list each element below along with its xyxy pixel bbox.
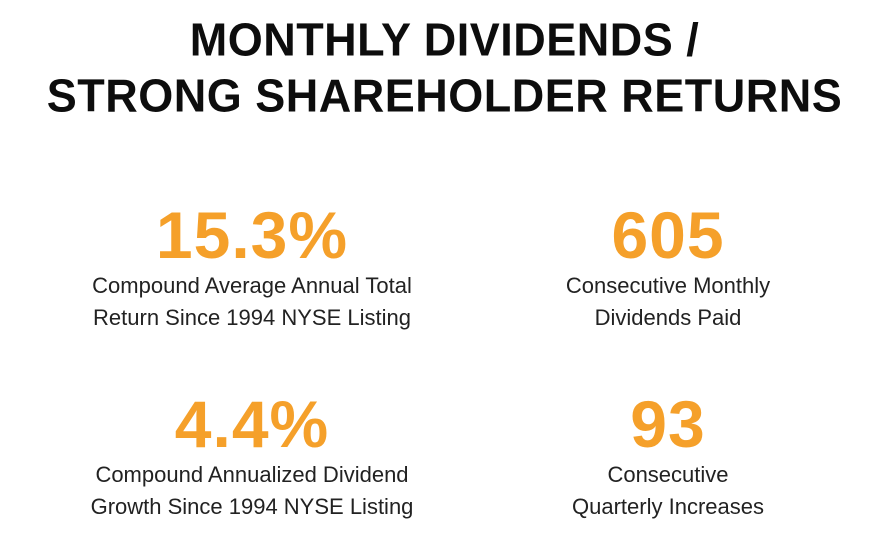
stat-label-line-2: Growth Since 1994 NYSE Listing [90, 494, 414, 519]
stat-value: 4.4% [174, 387, 330, 461]
stat-dividend-growth: 4.4% Compound Annualized Dividend Growth… [52, 389, 452, 523]
stat-value: 15.3% [155, 198, 349, 272]
stat-label-line-1: Consecutive Monthly [565, 273, 771, 298]
stat-label-line-2: Dividends Paid [594, 305, 742, 330]
stat-label-line-1: Compound Average Annual Total [92, 273, 412, 298]
stat-value: 605 [611, 198, 725, 272]
stat-total-return: 15.3% Compound Average Annual Total Retu… [52, 200, 452, 334]
page-title: MONTHLY DIVIDENDS / STRONG SHAREHOLDER R… [0, 12, 889, 124]
stat-label-line-1: Compound Annualized Dividend [95, 462, 409, 487]
stat-value: 93 [630, 387, 706, 461]
page-title-line-1: MONTHLY DIVIDENDS / [189, 12, 700, 66]
page-title-line-2: STRONG SHAREHOLDER RETURNS [46, 69, 843, 123]
stat-monthly-dividends: 605 Consecutive Monthly Dividends Paid [468, 200, 868, 334]
stat-label-line-2: Return Since 1994 NYSE Listing [93, 305, 411, 330]
stat-quarterly-increases: 93 Consecutive Quarterly Increases [468, 389, 868, 523]
stat-label-line-2: Quarterly Increases [572, 494, 764, 519]
stat-label-line-1: Consecutive [607, 462, 729, 487]
